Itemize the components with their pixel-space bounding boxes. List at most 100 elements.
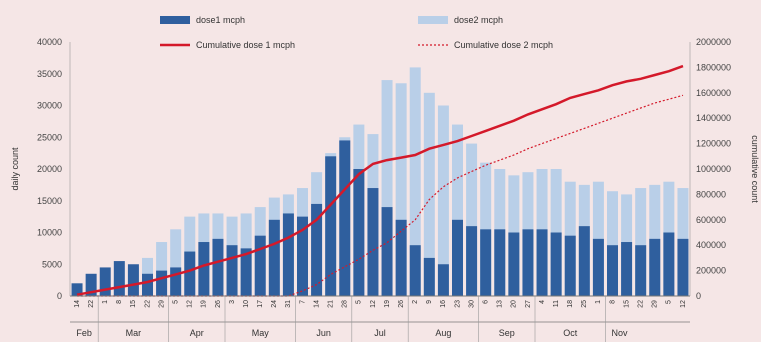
x-tick-label-7: 5 bbox=[173, 300, 180, 304]
bar-dose1-4 bbox=[127, 264, 139, 296]
y-tick-label-4: 20000 bbox=[37, 164, 62, 174]
month-label-9: Nov bbox=[612, 328, 629, 338]
bar-dose1-10 bbox=[212, 238, 224, 296]
y-tick-label-3: 15000 bbox=[37, 196, 62, 206]
y2-tick-label-3: 600000 bbox=[696, 215, 726, 225]
legend-label-2: Cumulative dose 1 mcph bbox=[196, 40, 295, 50]
line-layer bbox=[76, 64, 684, 297]
x-tick-label-0: 14 bbox=[74, 300, 81, 308]
x-tick-label-9: 19 bbox=[201, 300, 208, 308]
bar-dose1-27 bbox=[452, 219, 463, 296]
bar-dose1-18 bbox=[325, 156, 337, 296]
x-tick-label-4: 15 bbox=[130, 300, 137, 308]
bar-dose1-22 bbox=[381, 207, 393, 296]
x-tick-label-35: 18 bbox=[567, 300, 574, 308]
x-tick-label-26: 16 bbox=[440, 300, 447, 308]
x-tick-label-25: 9 bbox=[426, 300, 433, 304]
x-tick-label-21: 12 bbox=[370, 300, 377, 308]
bar-dose1-0 bbox=[71, 283, 83, 296]
x-tick-label-16: 7 bbox=[299, 300, 306, 304]
y2-tick-label-4: 800000 bbox=[696, 189, 726, 199]
x-tick-label-37: 1 bbox=[595, 300, 602, 304]
x-tick-label-6: 29 bbox=[158, 300, 165, 308]
bar-dose1-39 bbox=[621, 242, 633, 296]
bar-dose1-1 bbox=[85, 273, 97, 296]
bar-dose1-9 bbox=[198, 242, 210, 296]
bar-dose1-30 bbox=[494, 229, 506, 296]
x-tick-label-30: 13 bbox=[497, 300, 504, 308]
legend: dose1 mcph dose2 mcph Cumulative dose 1 mc… bbox=[160, 15, 553, 50]
y2-axis-title: cumulative count bbox=[750, 135, 760, 203]
bar-dose1-7 bbox=[170, 267, 182, 296]
y-tick-label-2: 10000 bbox=[37, 228, 62, 238]
bar-dose1-41 bbox=[649, 238, 661, 296]
bar-dose1-40 bbox=[635, 245, 647, 296]
x-tick-label-11: 3 bbox=[229, 300, 236, 304]
y2-tick-label-1: 200000 bbox=[696, 266, 726, 276]
bar-dose2-27 bbox=[452, 124, 463, 296]
x-tick-label-14: 24 bbox=[271, 300, 278, 308]
y-tick-label-1: 5000 bbox=[42, 259, 62, 269]
x-tick-label-36: 25 bbox=[581, 300, 588, 308]
legend-swatch-1 bbox=[418, 16, 448, 24]
legend-label-3: Cumulative dose 2 mcph bbox=[454, 40, 553, 50]
legend-label-0: dose1 mcph bbox=[196, 15, 245, 25]
axes bbox=[69, 42, 691, 297]
legend-swatch-0 bbox=[160, 16, 190, 24]
bar-dose2-38 bbox=[607, 191, 618, 296]
x-tick-label-41: 29 bbox=[652, 300, 659, 308]
x-tick-label-3: 8 bbox=[116, 300, 123, 304]
month-label-6: Aug bbox=[435, 328, 451, 338]
bar-dose1-8 bbox=[184, 251, 196, 296]
y2-tick-label-0: 0 bbox=[696, 291, 701, 301]
month-label-2: Apr bbox=[190, 328, 204, 338]
x-tick-label-2: 1 bbox=[102, 300, 109, 304]
y-tick-label-5: 25000 bbox=[37, 132, 62, 142]
bar-dose1-34 bbox=[550, 232, 562, 296]
bar-dose1-11 bbox=[226, 245, 238, 296]
bar-dose1-26 bbox=[437, 264, 449, 296]
x-tick-label-10: 26 bbox=[215, 300, 222, 308]
x-tick-label-39: 15 bbox=[623, 300, 630, 308]
bar-dose1-33 bbox=[536, 229, 548, 296]
y2-tick-label-7: 1400000 bbox=[696, 113, 731, 123]
bar-dose2-6 bbox=[156, 242, 168, 296]
y-tick-label-7: 35000 bbox=[37, 69, 62, 79]
bar-dose1-25 bbox=[423, 257, 435, 296]
bar-dose1-29 bbox=[480, 229, 492, 296]
x-tick-label-15: 31 bbox=[285, 300, 292, 308]
x-tick-label-31: 20 bbox=[511, 300, 518, 308]
x-tick-label-43: 12 bbox=[680, 300, 687, 308]
bar-dose1-42 bbox=[663, 232, 675, 296]
bar-dose1-43 bbox=[677, 238, 689, 296]
bar-dose2-28 bbox=[466, 143, 478, 296]
x-tick-label-28: 30 bbox=[468, 300, 475, 308]
right-y-ticks: 0 200000 400000 600000 800000 1000000 1200000 1… bbox=[696, 37, 731, 301]
bar-dose1-31 bbox=[508, 232, 520, 296]
bar-dose1-38 bbox=[607, 245, 618, 296]
x-tick-label-13: 17 bbox=[257, 300, 264, 308]
left-y-ticks: 0 5000 10000 15000 20000 25000 30000 35000 40000 bbox=[37, 37, 62, 301]
bar-layer bbox=[71, 67, 689, 297]
x-tick-label-12: 10 bbox=[243, 300, 250, 308]
bar-dose2-7 bbox=[170, 229, 182, 296]
bar-dose1-2 bbox=[99, 267, 111, 296]
y2-tick-label-10: 2000000 bbox=[696, 37, 731, 47]
bar-dose1-21 bbox=[367, 188, 379, 296]
month-label-4: Jun bbox=[316, 328, 331, 338]
bar-dose1-13 bbox=[254, 235, 266, 296]
bar-dose1-15 bbox=[282, 213, 294, 296]
bar-dose1-17 bbox=[311, 203, 323, 296]
x-tick-label-5: 22 bbox=[144, 300, 151, 308]
x-tick-label-29: 6 bbox=[483, 300, 490, 304]
bar-dose1-12 bbox=[240, 248, 252, 296]
y-tick-label-0: 0 bbox=[57, 291, 62, 301]
month-label-7: Sep bbox=[499, 328, 515, 338]
y2-tick-label-2: 400000 bbox=[696, 240, 726, 250]
y-tick-label-8: 40000 bbox=[37, 37, 62, 47]
bar-dose1-32 bbox=[522, 229, 534, 296]
legend-label-1: dose2 mcph bbox=[454, 15, 503, 25]
y2-tick-label-8: 1600000 bbox=[696, 88, 731, 98]
x-tick-label-24: 2 bbox=[412, 300, 419, 304]
